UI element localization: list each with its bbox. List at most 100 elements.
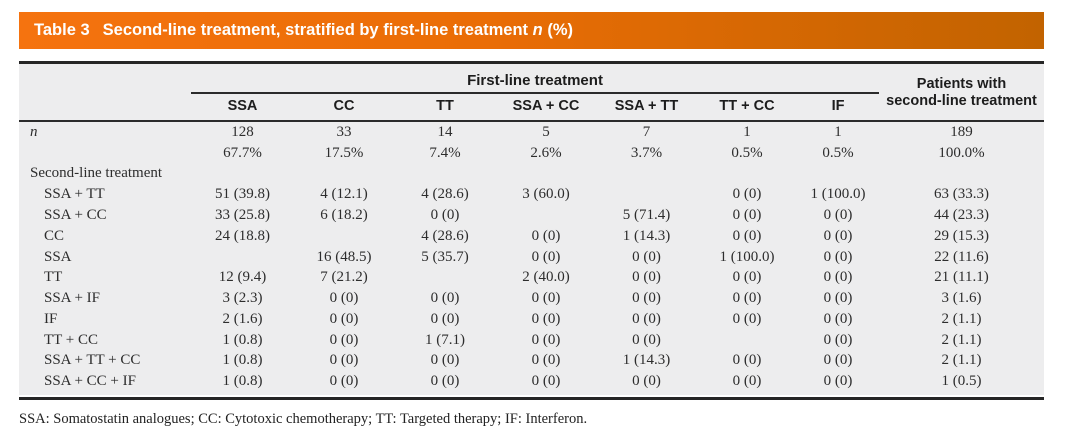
cell-value: 7 (642, 123, 651, 140)
column-header-ssa-plus-tt: SSA + TT (596, 93, 697, 122)
cell-value (294, 226, 394, 247)
cell-value: 0 (0) (531, 248, 561, 265)
abbreviations-footnote: SSA: Somatostatin analogues; CC: Cytotox… (19, 411, 588, 427)
cell-value: 0 (0) (531, 290, 561, 307)
cell-value: 24 (18.8) (215, 227, 270, 244)
table-row: SSA + TT + CC 1 (0.8) 0 (0) 0 (0) 0 (0) 1 (14… (19, 351, 1044, 372)
table-title-italic-n: n (532, 21, 543, 39)
cell-value: 189 (950, 123, 973, 140)
row-label: n (30, 123, 38, 140)
cell-value (697, 164, 797, 185)
cell-value: 5 (71.4) (622, 207, 671, 224)
cell-value: 0 (0) (823, 207, 853, 224)
cell-value: 0 (0) (732, 186, 762, 203)
column-header-cc: CC (294, 93, 394, 122)
column-header-patients-with-second-line-treatment: Patients with second-line treatment (879, 62, 1045, 122)
column-header-tt-plus-cc: TT + CC (697, 93, 797, 122)
cell-value: 44 (23.3) (934, 207, 990, 224)
row-label: SSA + CC + IF (44, 373, 136, 390)
cell-value: 0.5% (731, 144, 763, 161)
cell-value (596, 184, 697, 205)
cell-value: 0 (0) (430, 207, 460, 224)
cell-value: 1 (7.1) (425, 331, 465, 348)
cell-value: 0 (0) (430, 310, 460, 327)
cell-value: 3 (2.3) (222, 290, 263, 307)
cell-value: 7.4% (429, 144, 461, 161)
cell-value: 0 (0) (329, 331, 359, 348)
cell-value: 14 (437, 123, 453, 140)
cell-value: 0 (0) (823, 310, 853, 327)
cell-value: 0 (0) (531, 373, 561, 390)
cell-value: 1 (14.3) (622, 352, 671, 369)
table-row: SSA + TT 51 (39.8) 4 (12.1) 4 (28.6) 3 (60.0… (19, 184, 1044, 205)
table-title-bar: Table 3 Second-line treatment, stratified… (19, 12, 1044, 49)
cell-value: 0 (0) (632, 290, 661, 307)
cell-value: 0.5% (822, 144, 854, 161)
column-header-ssa-plus-cc: SSA + CC (496, 93, 596, 122)
cell-value: 0 (0) (732, 207, 762, 224)
column-header-row: SSA CC TT SSA + CC SSA + TT TT + CC IF (19, 93, 1044, 122)
cell-value: 0 (0) (823, 331, 853, 348)
cell-value: 0 (0) (329, 352, 359, 369)
cell-value (496, 205, 596, 226)
cell-value: 2 (1.1) (941, 310, 982, 327)
cell-value: 3 (60.0) (522, 186, 570, 203)
table-number: Table 3 (34, 21, 90, 39)
cell-value: 16 (48.5) (316, 248, 372, 265)
cell-value: 1 (834, 123, 842, 140)
cell-value: 4 (12.1) (320, 186, 368, 203)
cell-value: 0 (0) (329, 373, 359, 390)
cell-value: 0 (0) (632, 331, 661, 348)
cell-value: 5 (542, 123, 550, 140)
cell-value: 1 (0.8) (222, 331, 263, 348)
table-row: Second-line treatment (19, 164, 1044, 185)
cell-value: 29 (15.3) (934, 227, 990, 244)
cell-value: 1 (0.8) (222, 373, 263, 390)
empty-corner-cell (19, 62, 191, 122)
group-header-first-line-treatment: First-line treatment (191, 62, 880, 94)
cell-value (191, 164, 294, 185)
cell-value (394, 164, 496, 185)
cell-value (191, 247, 294, 268)
cell-value: 0 (0) (329, 310, 359, 327)
group-header-row: First-line treatment Patients with secon… (19, 62, 1045, 122)
cell-value: 1 (0.5) (941, 373, 982, 390)
column-header-ssa: SSA (191, 93, 294, 122)
cell-value: 21 (11.1) (934, 269, 989, 286)
table-row: SSA + IF 3 (2.3) 0 (0) 0 (0) 0 (0) 0 (0) 0 (0)… (19, 288, 1044, 309)
row-label: CC (44, 227, 65, 244)
cell-value: 100.0% (938, 144, 985, 161)
table-container: First-line treatment Patients with secon… (19, 61, 1045, 396)
cell-value: 63 (33.3) (934, 186, 990, 203)
cell-value: 0 (0) (732, 310, 762, 327)
cell-value: 0 (0) (732, 373, 762, 390)
row-label: SSA + TT + CC (44, 352, 141, 369)
total-header-line2: second-line treatment (886, 93, 1037, 109)
table-row: 67.7% 17.5% 7.4% 2.6% 3.7% 0.5% 0.5% 100.0% (19, 143, 1044, 164)
cell-value: 6 (18.2) (320, 207, 368, 224)
row-label: SSA + CC (44, 207, 107, 224)
table-title-text: Second-line treatment, stratified by fir… (102, 21, 529, 39)
cell-value: 0 (0) (732, 352, 762, 369)
cell-value (394, 267, 496, 288)
table-body: n 128 33 14 5 7 1 1 189 67.7% 17.5% 7.4% 2.6% 3.7% 0.5… (19, 121, 1044, 395)
cell-value: 12 (9.4) (218, 269, 267, 286)
cell-value: 0 (0) (531, 331, 561, 348)
cell-value: 0 (0) (823, 269, 853, 286)
row-label: IF (44, 310, 58, 327)
cell-value: 0 (0) (531, 310, 561, 327)
cell-value: 0 (0) (329, 290, 359, 307)
cell-value (797, 164, 879, 185)
table-title-suffix: (%) (547, 21, 574, 39)
cell-value: 0 (0) (632, 269, 661, 286)
table-row: IF 2 (1.6) 0 (0) 0 (0) 0 (0) 0 (0) 0 (0) 0 (0) 2… (19, 309, 1044, 330)
cell-value: 0 (0) (732, 269, 762, 286)
cell-value: 51 (39.8) (215, 186, 270, 203)
table-row: n 128 33 14 5 7 1 1 189 (19, 121, 1044, 143)
cell-value: 0 (0) (823, 248, 853, 265)
cell-value (496, 164, 596, 185)
cell-value: 2 (40.0) (522, 269, 570, 286)
cell-value: 17.5% (324, 144, 364, 161)
table-bottom-rule (19, 397, 1044, 400)
